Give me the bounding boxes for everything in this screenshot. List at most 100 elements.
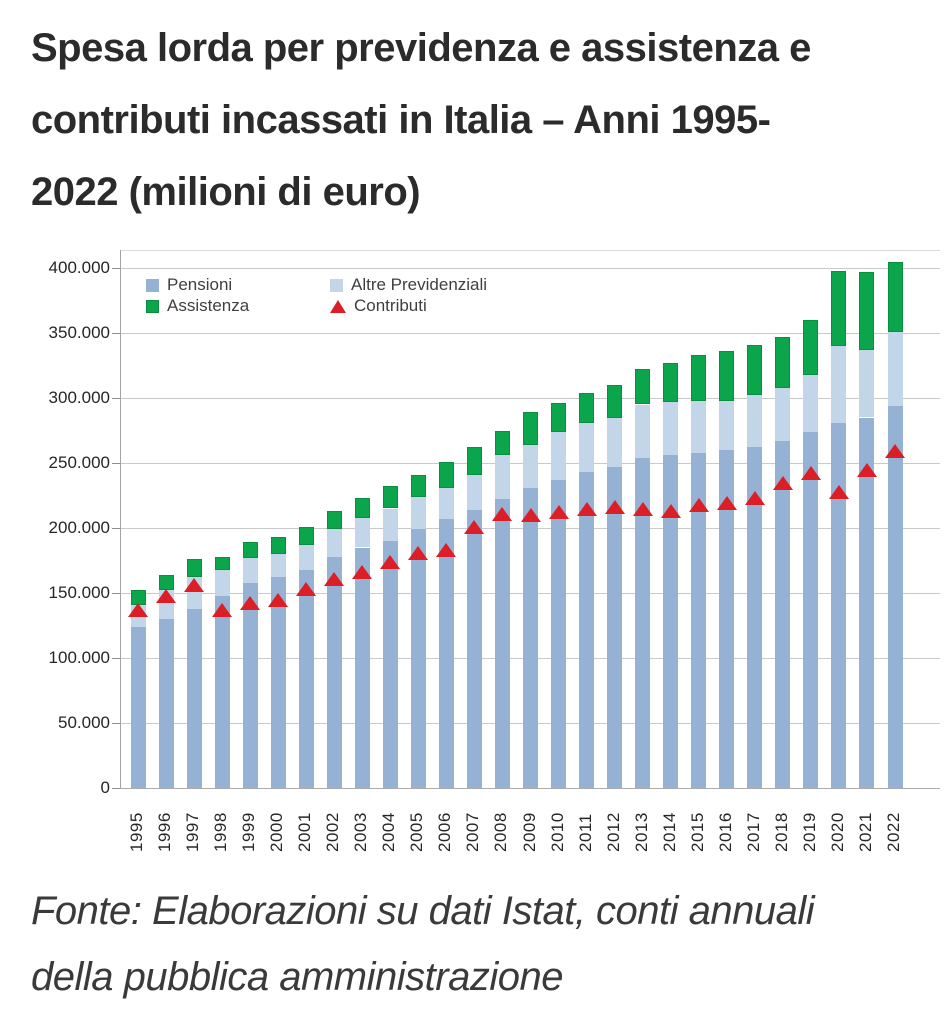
bar-segment-pensioni [859, 417, 875, 788]
chart-title-line: 2022 (milioni di euro) [31, 170, 421, 214]
bar-segment-altre-previdenziali [803, 374, 819, 432]
y-axis-tick [112, 528, 120, 529]
x-axis-label: 1997 [183, 812, 203, 852]
bar-segment-pensioni [270, 577, 286, 788]
x-axis-label: 1995 [127, 812, 146, 852]
contributi-marker [604, 500, 625, 515]
altre-previdenziali-swatch-icon [330, 278, 343, 292]
bar-segment-pensioni [410, 529, 426, 788]
bar-segment-assistenza [803, 320, 819, 375]
y-axis-label: 200.000 [48, 518, 110, 537]
x-axis-label: 2001 [295, 812, 315, 852]
plot-top-border [120, 250, 940, 251]
bar-segment-altre-previdenziali [719, 400, 735, 450]
bar-segment-altre-previdenziali [775, 387, 791, 441]
x-axis-label: 2019 [799, 812, 819, 852]
bar-segment-assistenza [831, 270, 847, 346]
x-axis-label: 2015 [687, 812, 707, 852]
x-axis-label: 1996 [155, 812, 175, 852]
contributi-marker [408, 545, 429, 560]
bar-segment-assistenza [719, 351, 735, 401]
bar-segment-pensioni [635, 457, 651, 788]
x-axis-label: 2013 [631, 812, 651, 852]
bar-segment-pensioni [186, 608, 202, 788]
contributi-marker [772, 475, 793, 490]
bar-segment-assistenza [607, 385, 623, 418]
y-axis-tick [112, 333, 120, 334]
y-axis-label: 150.000 [48, 583, 110, 602]
source-note-line: della pubblica amministrazione [31, 955, 563, 999]
contributi-marker [688, 497, 709, 512]
contributi-marker [576, 501, 597, 516]
y-axis-tick [112, 398, 120, 399]
contributi-marker [800, 466, 821, 481]
bar-segment-assistenza [859, 271, 875, 350]
bar-segment-altre-previdenziali [494, 455, 510, 500]
pensioni-swatch-icon [146, 278, 159, 292]
contributi-marker [380, 554, 401, 569]
x-axis-label: 2020 [827, 812, 847, 852]
bar-segment-assistenza [298, 526, 314, 545]
bar-segment-assistenza [326, 511, 342, 530]
y-gridline [120, 333, 940, 334]
bar-segment-pensioni [887, 405, 903, 788]
bar-segment-altre-previdenziali [859, 349, 875, 418]
bar-segment-assistenza [242, 542, 258, 558]
bar-segment-assistenza [438, 461, 454, 488]
x-axis-label: 2004 [379, 812, 399, 852]
legend-item-pensioni: Pensioni [146, 275, 232, 295]
bar-segment-pensioni [354, 547, 370, 788]
y-axis-line [120, 250, 121, 789]
x-axis-label: 2012 [603, 812, 623, 852]
bar-segment-pensioni [466, 509, 482, 788]
bar-segment-altre-previdenziali [242, 557, 258, 583]
contributi-triangle-icon [330, 299, 346, 313]
y-axis-label: 50.000 [58, 713, 110, 732]
x-axis-label: 2007 [463, 812, 483, 852]
bar-segment-altre-previdenziali [298, 544, 314, 570]
contributi-marker [184, 578, 205, 593]
bar-segment-pensioni [607, 466, 623, 788]
bar-segment-assistenza [354, 498, 370, 518]
contributi-marker [352, 565, 373, 580]
bar-segment-pensioni [803, 431, 819, 788]
x-axis-label: 2000 [267, 812, 287, 852]
assistenza-swatch-icon [146, 299, 159, 313]
bar-segment-altre-previdenziali [466, 474, 482, 510]
y-axis-label: 0 [100, 778, 110, 797]
y-axis-tick [112, 723, 120, 724]
bar-segment-assistenza [747, 344, 763, 396]
x-axis-label: 2009 [519, 812, 539, 852]
x-axis-label: 2008 [491, 812, 511, 852]
bar-segment-altre-previdenziali [831, 346, 847, 423]
contributi-marker [492, 506, 513, 521]
bar-segment-pensioni [438, 518, 454, 788]
bar-segment-pensioni [775, 440, 791, 788]
contributi-marker [520, 508, 541, 522]
x-axis-label: 2006 [435, 812, 455, 852]
bar-segment-altre-previdenziali [214, 569, 230, 596]
contributi-marker [828, 484, 849, 499]
contributi-marker [464, 519, 485, 534]
contributi-marker [632, 501, 653, 516]
bar-segment-altre-previdenziali [691, 400, 707, 453]
bar-segment-assistenza [691, 355, 707, 401]
bar-segment-pensioni [382, 541, 398, 788]
x-axis-label: 2011 [575, 813, 595, 852]
bar-segment-pensioni [663, 455, 679, 788]
bar-segment-pensioni [691, 452, 707, 788]
source-note-line: Fonte: Elaborazioni su dati Istat, conti… [31, 889, 815, 933]
bar-segment-assistenza [663, 362, 679, 402]
bar-segment-pensioni [523, 487, 539, 788]
bar-segment-pensioni [158, 619, 174, 788]
x-axis-line [120, 788, 940, 789]
contributi-marker [128, 602, 148, 617]
bar-segment-assistenza [214, 556, 230, 570]
bar-segment-altre-previdenziali [579, 422, 595, 473]
bar-segment-pensioni [747, 447, 763, 788]
x-axis-label: 2002 [323, 812, 343, 852]
contributi-marker [212, 602, 233, 617]
legend-label: Pensioni [167, 275, 233, 294]
contributi-marker [660, 504, 681, 519]
